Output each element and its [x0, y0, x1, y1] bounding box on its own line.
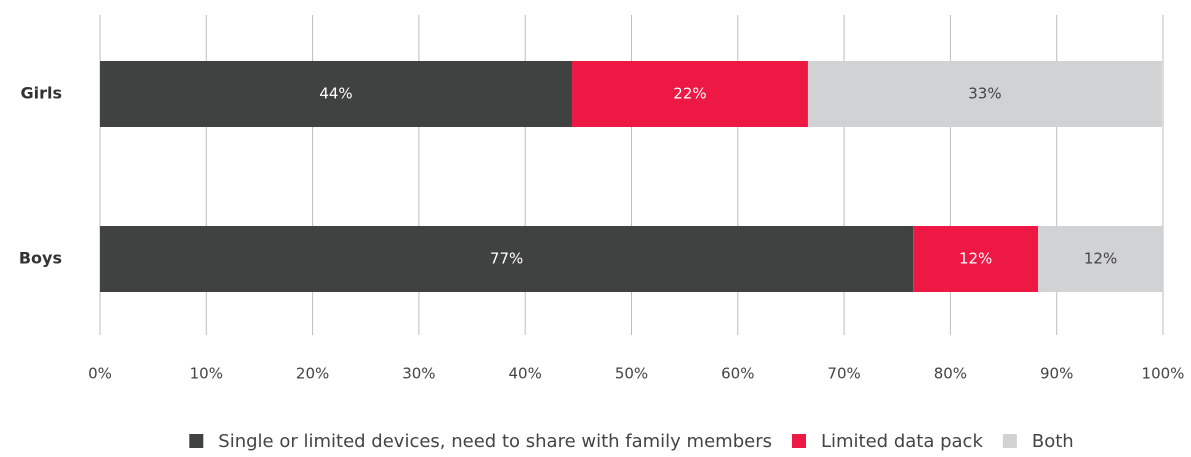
bar-segment: [807, 61, 1162, 127]
x-tick-label: 70%: [827, 365, 860, 383]
bar-segment: [1038, 226, 1163, 292]
legend-swatch: [189, 434, 204, 448]
value-label: 12%: [1084, 250, 1117, 268]
x-tick-label: 10%: [190, 365, 223, 383]
bar-segment: [100, 226, 914, 292]
value-label: 77%: [490, 250, 523, 268]
value-label: 44%: [319, 85, 352, 103]
x-tick-label: 0%: [88, 365, 112, 383]
x-tick-label: 40%: [509, 365, 542, 383]
legend-label: Both: [1032, 431, 1074, 452]
x-tick-label: 50%: [615, 365, 648, 383]
x-tick-label: 80%: [934, 365, 967, 383]
x-tick-label: 20%: [296, 365, 329, 383]
value-label: 12%: [959, 250, 992, 268]
x-tick-label: 60%: [721, 365, 754, 383]
legend-swatch: [1002, 434, 1017, 448]
category-label: Girls: [20, 84, 62, 103]
x-tick-label: 30%: [402, 365, 435, 383]
bar-segment: [913, 226, 1039, 292]
x-tick-label: 90%: [1040, 365, 1073, 383]
bar-segment: [100, 61, 572, 127]
legend-swatch: [791, 434, 806, 448]
category-label: Boys: [19, 249, 62, 268]
x-tick-label: 100%: [1142, 365, 1185, 383]
value-label: 22%: [673, 85, 706, 103]
legend-label: Single or limited devices, need to share…: [218, 431, 772, 452]
bar-segment: [571, 61, 808, 127]
value-label: 33%: [968, 85, 1001, 103]
legend-label: Limited data pack: [821, 431, 983, 452]
